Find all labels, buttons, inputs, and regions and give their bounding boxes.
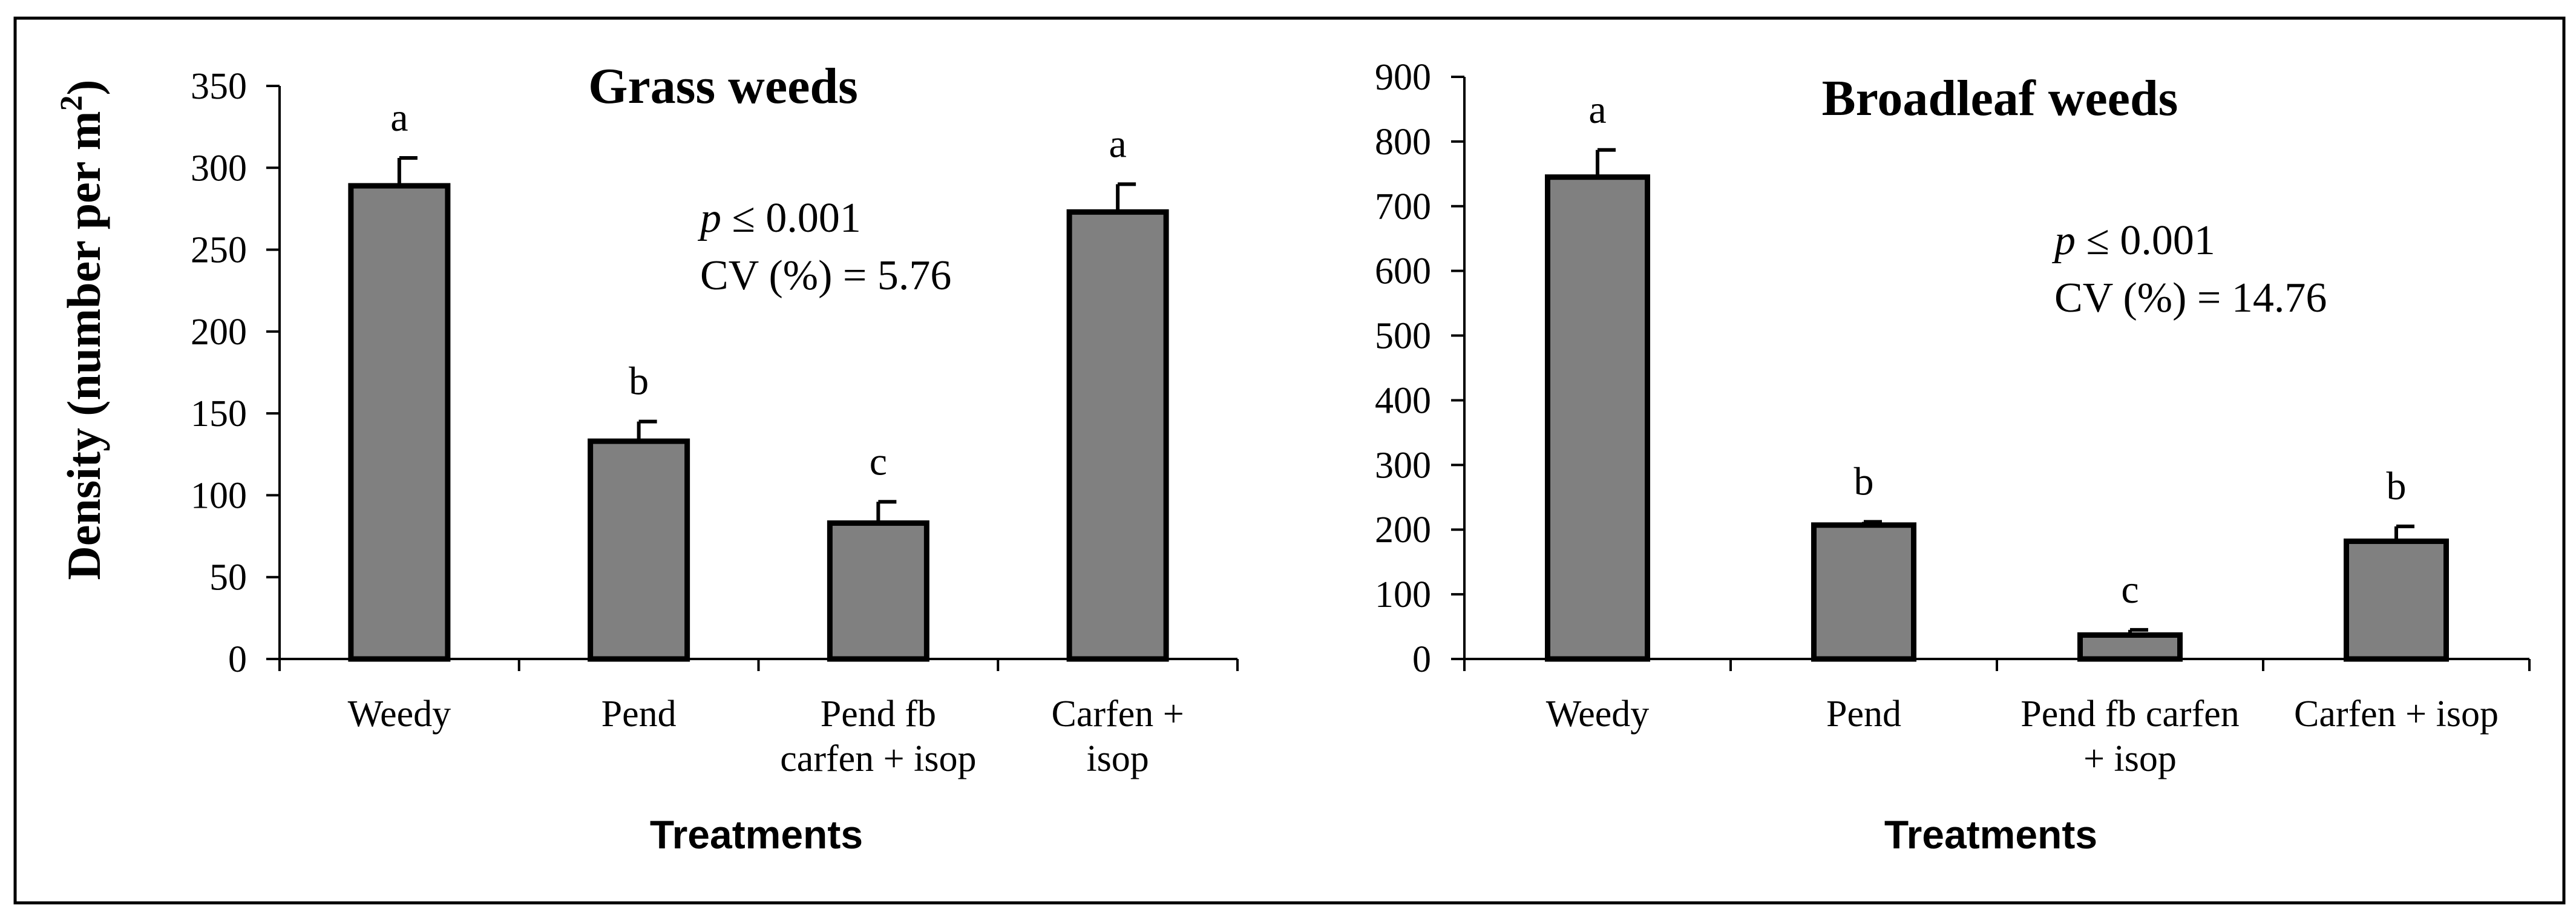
broadleaf-y-tick-label: 200: [1375, 510, 1431, 551]
broadleaf-cv: CV (%) = 14.76: [2054, 275, 2327, 321]
grass-y-tick-label: 150: [191, 393, 247, 434]
broadleaf-significance-label: a: [1588, 88, 1606, 132]
broadleaf-category-label: + isop: [2083, 738, 2177, 779]
grass-category-label: Carfen +: [1052, 693, 1184, 735]
broadleaf-category-label: Pend fb carfen: [2020, 693, 2240, 735]
grass-category-label: isop: [1086, 738, 1149, 779]
broadleaf-significance-label: c: [2121, 568, 2138, 612]
grass-chart-title: Grass weeds: [588, 58, 858, 114]
broadleaf-x-axis-label: Treatments: [1884, 812, 2097, 857]
grass-weeds-chart: Grass weeds Density (number per m2) p ≤ …: [54, 58, 1239, 857]
grass-category-label: Pend: [601, 693, 677, 735]
grass-significance-label: b: [629, 359, 649, 404]
broadleaf-y-tick-label: 400: [1375, 380, 1431, 421]
grass-category-label: Weedy: [348, 693, 451, 735]
grass-y-tick-label: 0: [228, 639, 247, 680]
grass-significance-label: c: [870, 439, 887, 483]
broadleaf-y-tick-label: 0: [1412, 639, 1431, 680]
grass-category-label: Pend fb: [821, 693, 936, 735]
broadleaf-y-tick-label: 100: [1375, 574, 1431, 615]
broadleaf-bar: [2077, 632, 2183, 662]
broadleaf-category-label: Pend: [1826, 693, 1901, 735]
broadleaf-category-label: Carfen + isop: [2294, 693, 2499, 735]
grass-y-tick-label: 350: [191, 66, 247, 107]
broadleaf-bar: [1811, 522, 1916, 662]
broadleaf-y-tick-label: 300: [1375, 445, 1431, 486]
broadleaf-bar: [2344, 538, 2449, 662]
grass-y-tick-label: 300: [191, 148, 247, 189]
grass-significance-label: a: [1109, 122, 1126, 166]
broadleaf-y-tick-label: 600: [1375, 251, 1431, 292]
broadleaf-significance-label: b: [1854, 459, 1874, 503]
grass-bar: [588, 438, 690, 662]
broadleaf-y-tick-label: 500: [1375, 316, 1431, 357]
grass-bar: [1066, 209, 1169, 662]
broadleaf-significance-label: b: [2387, 464, 2407, 508]
broadleaf-y-tick-label: 800: [1375, 122, 1431, 163]
grass-bar: [827, 520, 929, 662]
y-axis-label: Density (number per m2): [54, 80, 110, 580]
broadleaf-y-tick-label: 700: [1375, 186, 1431, 228]
grass-significance-label: a: [390, 96, 408, 140]
broadleaf-p-value: p ≤ 0.001: [2051, 217, 2215, 264]
broadleaf-y-tick-label: 900: [1375, 57, 1431, 98]
broadleaf-chart-title: Broadleaf weeds: [1822, 70, 2178, 126]
broadleaf-category-label: Weedy: [1546, 693, 1650, 735]
grass-y-tick-label: 200: [191, 312, 247, 353]
grass-p-value: p ≤ 0.001: [697, 195, 861, 241]
grass-bar: [348, 183, 451, 662]
grass-cv: CV (%) = 5.76: [700, 252, 951, 299]
grass-y-tick-label: 100: [191, 475, 247, 516]
grass-y-tick-label: 50: [209, 557, 247, 598]
grass-category-label: carfen + isop: [780, 738, 976, 779]
broadleaf-bar: [1545, 174, 1650, 662]
grass-x-axis-label: Treatments: [650, 812, 863, 857]
grass-y-tick-label: 250: [191, 230, 247, 271]
broadleaf-weeds-chart: Broadleaf weeds p ≤ 0.001 CV (%) = 14.76…: [1375, 57, 2531, 857]
